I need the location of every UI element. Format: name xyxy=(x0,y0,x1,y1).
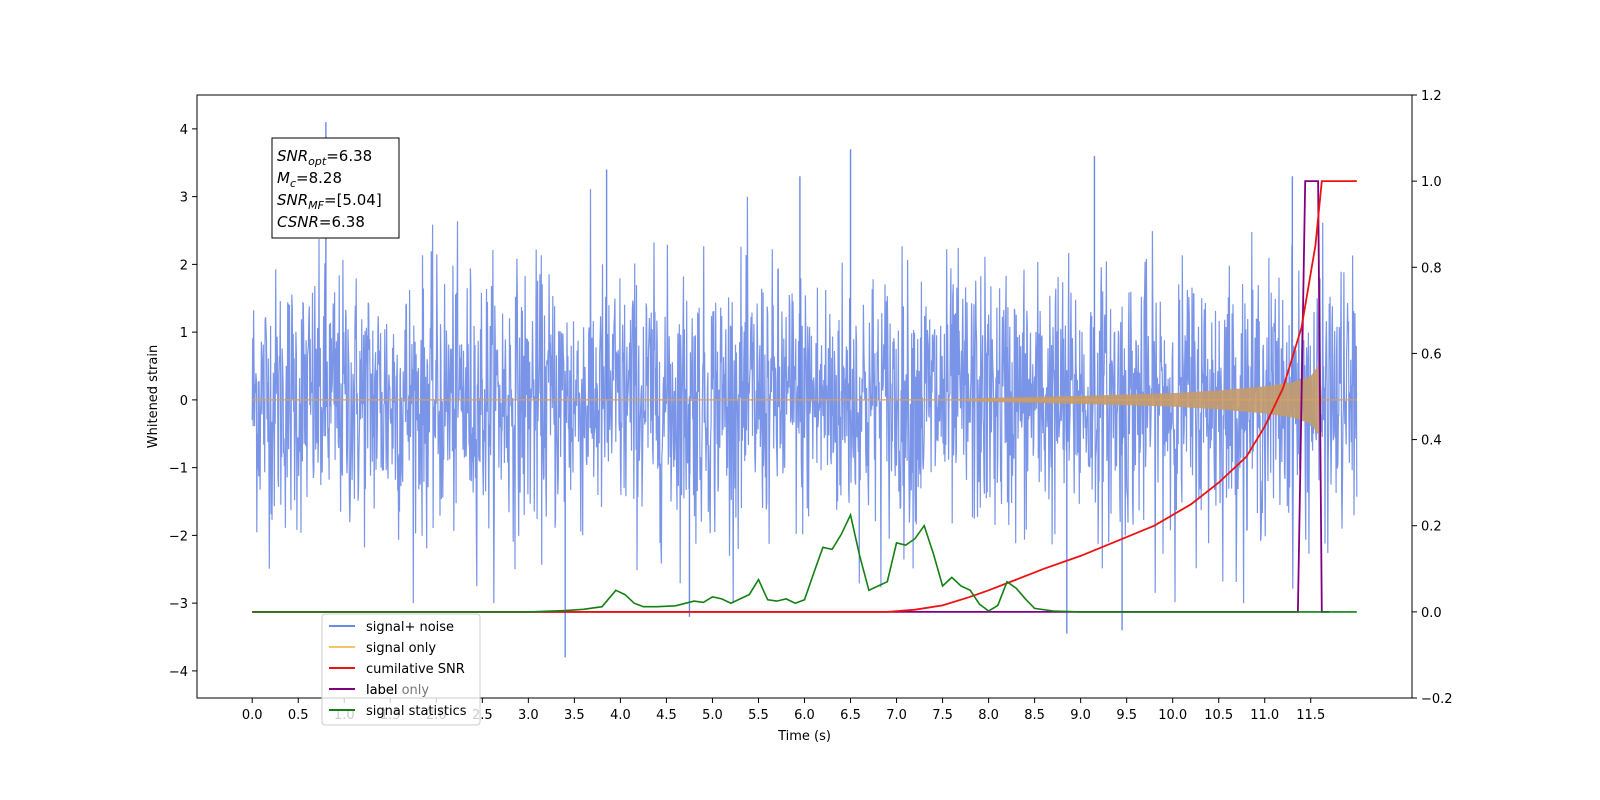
x-tick-label: 7.5 xyxy=(932,708,953,723)
series-cumulative-snr xyxy=(252,180,1357,613)
parameter-symbol: CSNR xyxy=(277,213,319,231)
legend-frame xyxy=(321,613,481,726)
parameter-value: =6.38 xyxy=(319,213,365,231)
parameter-subscript: opt xyxy=(308,155,327,168)
tick-layer: 0.00.51.01.52.02.53.03.54.04.55.05.56.06… xyxy=(169,89,1453,723)
y-left-tick-label: 0 xyxy=(180,394,188,409)
x-axis-label: Time (s) xyxy=(777,729,831,744)
y-right-tick-label: 0.2 xyxy=(1421,520,1442,535)
parameter-symbol: SNR xyxy=(277,191,308,209)
x-tick-label: 11.5 xyxy=(1296,708,1325,723)
legend-overlap-text: label only xyxy=(366,683,429,698)
y-left-tick-label: −2 xyxy=(169,529,188,544)
parameter-subscript: c xyxy=(290,177,296,190)
y-left-tick-label: 1 xyxy=(180,326,188,341)
x-tick-label: 7.0 xyxy=(886,708,907,723)
y-left-tick-label: 2 xyxy=(180,258,188,273)
plot-area xyxy=(251,122,1358,658)
parameter-symbol: M xyxy=(277,169,290,187)
parameter-value: =6.38 xyxy=(326,147,372,165)
legend-entry-label: signal statistics xyxy=(366,704,467,719)
series-signal-statistics xyxy=(252,512,1357,613)
y-axis-label: Whitened strain xyxy=(146,345,161,448)
x-tick-label: 5.5 xyxy=(748,708,769,723)
y-left-tick-label: 3 xyxy=(180,191,188,206)
x-tick-label: 0.0 xyxy=(242,708,263,723)
x-tick-label: 4.0 xyxy=(610,708,631,723)
parameter-box-frame xyxy=(271,137,400,239)
x-tick-label: 11.0 xyxy=(1250,708,1279,723)
x-tick-label: 10.0 xyxy=(1158,708,1187,723)
y-right-tick-label: 0.8 xyxy=(1421,261,1442,276)
x-tick-label: 9.0 xyxy=(1070,708,1091,723)
parameter-line: Mc=8.28 xyxy=(277,169,342,190)
x-tick-label: 4.5 xyxy=(656,708,677,723)
x-tick-label: 3.0 xyxy=(518,708,539,723)
parameter-subscript: MF xyxy=(308,199,324,212)
x-tick-label: 0.5 xyxy=(288,708,309,723)
x-tick-label: 6.0 xyxy=(794,708,815,723)
x-tick-label: 9.5 xyxy=(1116,708,1137,723)
legend-entry-label: signal+ noise xyxy=(366,620,454,635)
legend-entry-label: signal only xyxy=(366,641,436,656)
parameter-value: =8.28 xyxy=(296,169,342,187)
y-right-tick-label: 1.2 xyxy=(1421,89,1442,104)
x-tick-label: 5.0 xyxy=(702,708,723,723)
series-signal-noise xyxy=(251,189,1358,604)
y-right-tick-label: 0.6 xyxy=(1421,347,1442,362)
legend-entry-label: cumilative SNR xyxy=(366,662,465,677)
y-left-tick-label: −3 xyxy=(169,597,188,612)
parameter-line: SNRMF=[5.04] xyxy=(277,191,382,212)
y-left-tick-label: −1 xyxy=(169,462,188,477)
x-tick-label: 3.5 xyxy=(564,708,585,723)
legend-entry-label: label xyxy=(366,683,397,698)
y-right-tick-label: −0.2 xyxy=(1421,692,1453,707)
y-left-tick-label: −4 xyxy=(169,665,188,680)
parameter-line: CSNR=6.38 xyxy=(277,213,365,231)
parameter-value: =[5.04] xyxy=(324,191,382,209)
x-tick-label: 10.5 xyxy=(1204,708,1233,723)
x-tick-label: 6.5 xyxy=(840,708,861,723)
parameter-line: SNRopt=6.38 xyxy=(277,147,372,168)
legend: signal+ noise signal only cumilative SNR la… xyxy=(321,613,481,726)
y-left-tick-label: 4 xyxy=(180,123,188,138)
y-right-tick-label: 1.0 xyxy=(1421,175,1442,190)
parameter-symbol: SNR xyxy=(277,147,308,165)
x-tick-label: 8.0 xyxy=(978,708,999,723)
y-right-tick-label: 0.4 xyxy=(1421,434,1442,449)
x-tick-label: 8.5 xyxy=(1024,708,1045,723)
y-right-tick-label: 0.0 xyxy=(1421,606,1442,621)
